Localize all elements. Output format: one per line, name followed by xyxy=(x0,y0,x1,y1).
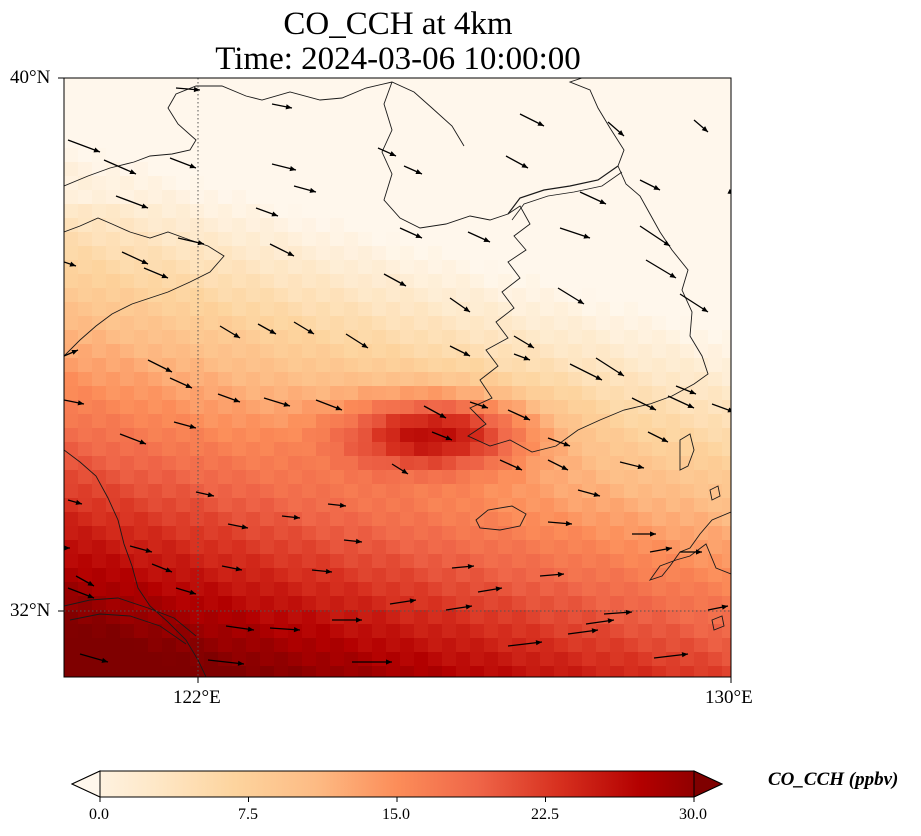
coastline-liaodong xyxy=(381,81,509,229)
colorbar xyxy=(70,770,724,802)
co-concentration-field xyxy=(64,78,731,677)
colorbar-tick-7.5: 7.5 xyxy=(238,806,258,823)
lon-label-122E: 122°E xyxy=(173,687,221,708)
coastline-korea-west xyxy=(467,165,709,453)
coastline-china-north xyxy=(64,217,225,357)
japan-kyushu xyxy=(648,511,731,581)
tsushima-island xyxy=(679,433,695,471)
japan-island-small xyxy=(709,485,725,631)
coastline-bohai xyxy=(64,81,465,187)
china-korea-border xyxy=(507,165,619,215)
gridlines xyxy=(64,78,731,677)
map-subtitle-time: Time: 2024-03-06 10:00:00 xyxy=(215,41,581,77)
colorbar-gradient xyxy=(70,770,724,798)
coastline-north-korea-east xyxy=(568,78,625,167)
colorbar-min-extend xyxy=(70,770,101,798)
axis-ticks xyxy=(58,77,732,683)
yangtze-estuary xyxy=(64,597,197,645)
colorbar-tick-30: 30.0 xyxy=(679,806,707,823)
lat-label-40N: 40°N xyxy=(10,67,51,88)
jeju-island xyxy=(475,505,527,531)
colorbar-max-extend xyxy=(693,770,724,798)
colorbar-title: CO_CCH (ppbv) xyxy=(768,769,899,790)
map-frame xyxy=(63,77,732,678)
map-title: CO_CCH at 4km xyxy=(283,6,513,42)
colorbar-tick-0: 0.0 xyxy=(89,806,109,823)
colorbar-tick-22.5: 22.5 xyxy=(531,806,559,823)
lon-label-130E: 130°E xyxy=(705,687,753,708)
coastlines xyxy=(64,78,731,677)
china-korea-border-2 xyxy=(511,171,623,221)
wind-vectors xyxy=(64,86,731,666)
coastline-china-east xyxy=(64,449,207,677)
lat-label-32N: 32°N xyxy=(10,600,51,621)
colorbar-tick-15: 15.0 xyxy=(382,806,410,823)
